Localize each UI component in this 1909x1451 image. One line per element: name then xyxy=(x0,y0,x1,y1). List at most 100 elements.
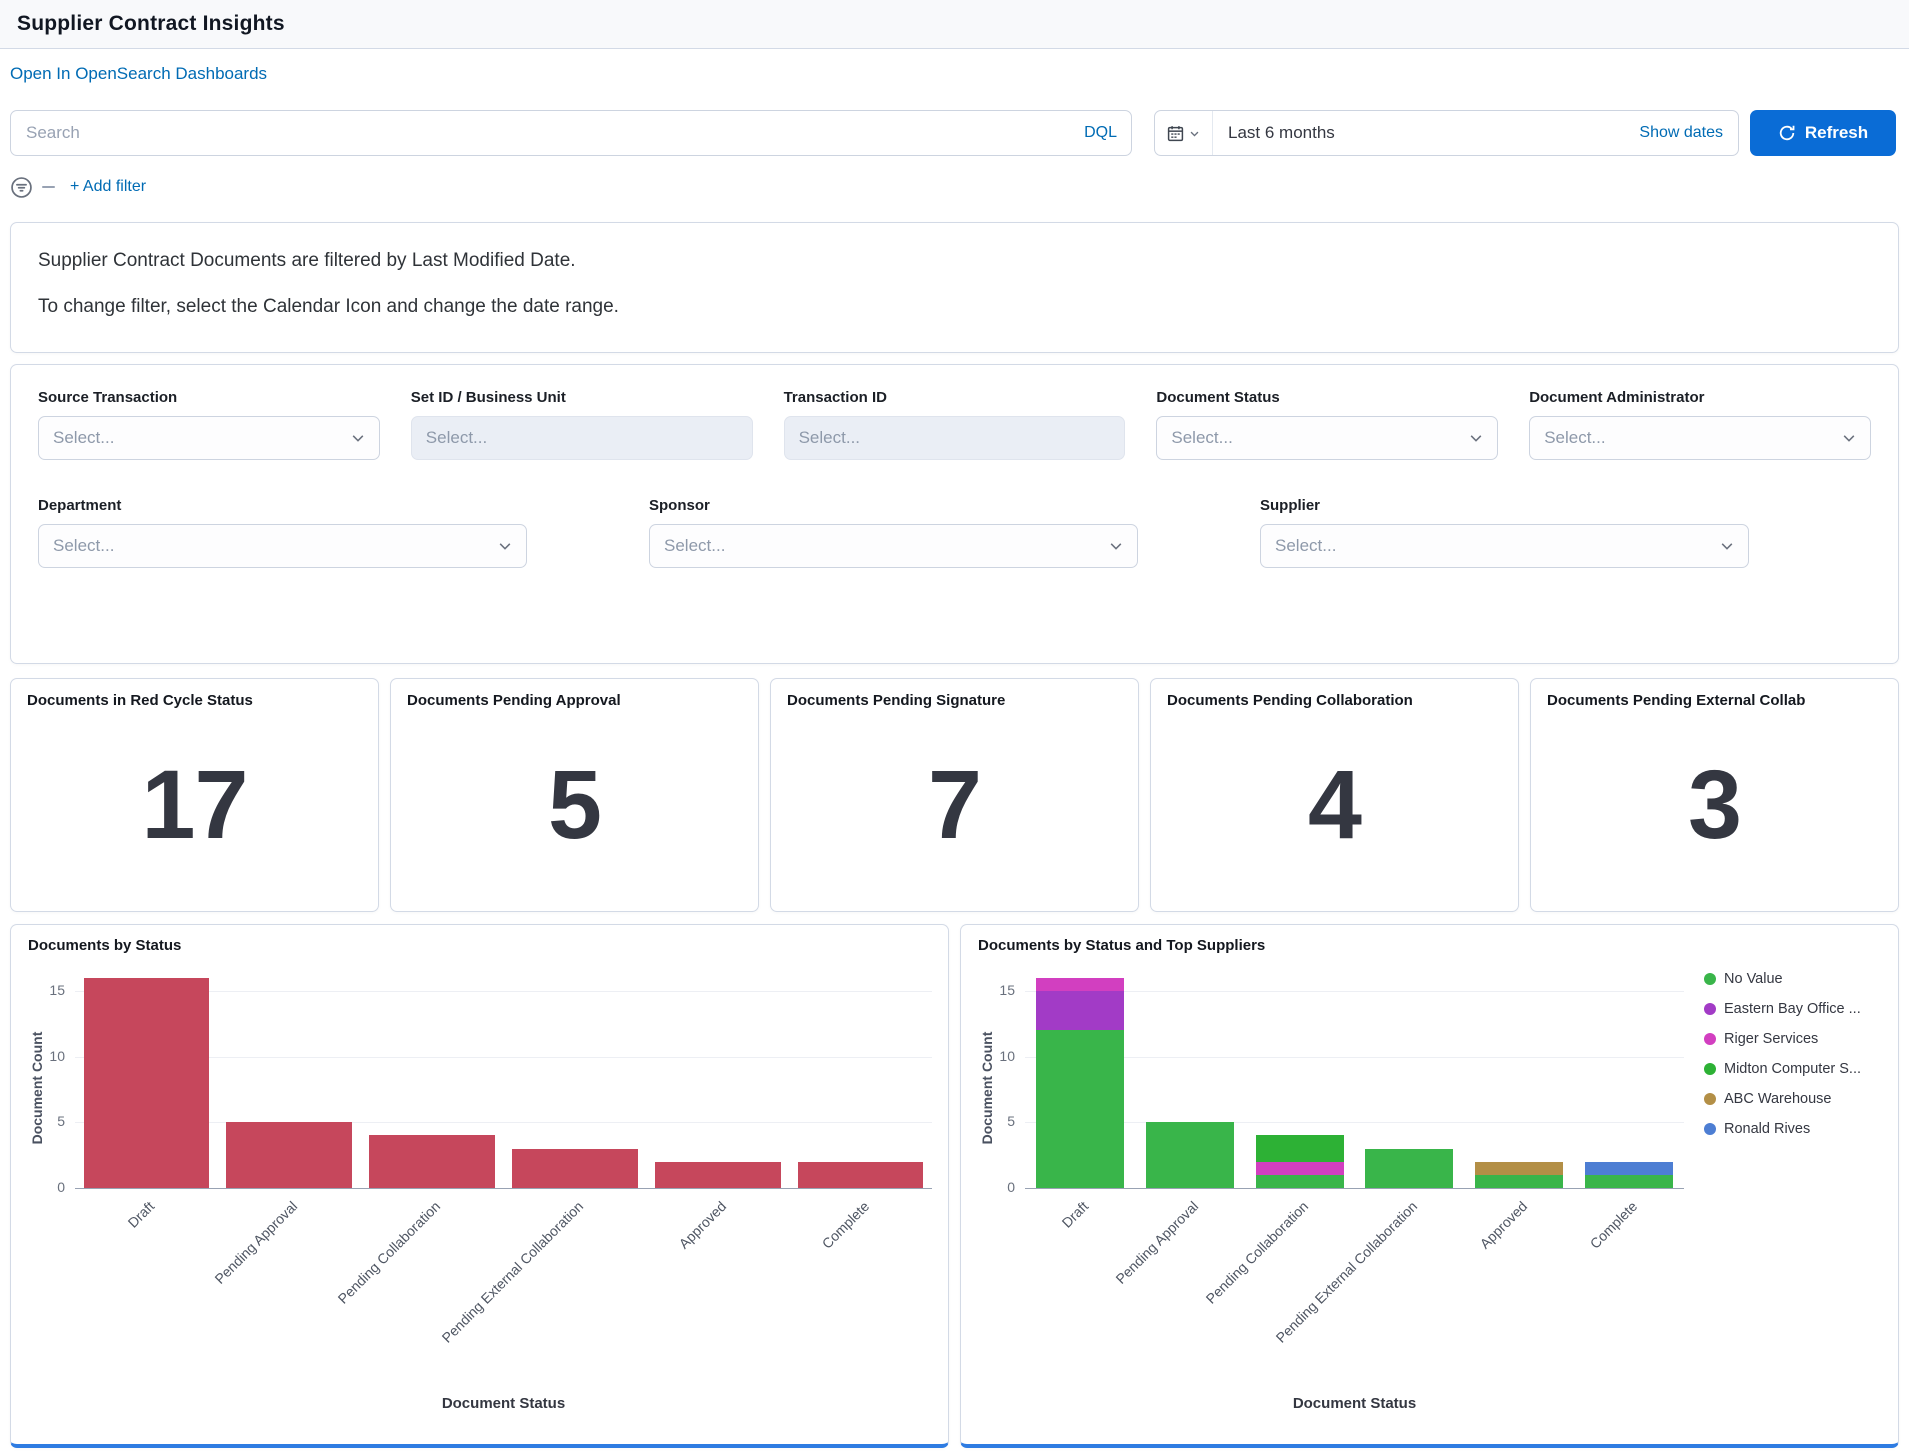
chevron-down-icon xyxy=(499,543,511,550)
metric-card-value: 4 xyxy=(1308,750,1362,859)
x-tick-label-approved: Approved xyxy=(1476,1198,1531,1252)
filter-icon[interactable] xyxy=(10,176,33,199)
bar-segment-no-value-draft[interactable] xyxy=(1035,1030,1124,1188)
setid-business-unit-input[interactable]: Select... xyxy=(410,416,753,460)
search-toolbar: DQL Last 6 months Show dates xyxy=(10,110,1899,156)
document-status-select[interactable]: Select... xyxy=(1156,416,1499,460)
legend-label: Midton Computer S... xyxy=(1724,1061,1861,1077)
bar-segment-riger-services-pending-collaboration[interactable] xyxy=(1255,1161,1344,1175)
metric-card-value: 5 xyxy=(548,750,602,859)
date-range-label[interactable]: Last 6 months xyxy=(1228,123,1335,142)
bar-segment-midton-computer-s-pending-collaboration[interactable] xyxy=(1255,1135,1344,1162)
refresh-button[interactable]: Refresh xyxy=(1750,110,1896,156)
bar-segment-riger-services-draft[interactable] xyxy=(1035,977,1124,991)
bar-pending-collaboration[interactable] xyxy=(369,1135,495,1188)
legend-item-abc-warehouse[interactable]: ABC Warehouse xyxy=(1704,1091,1831,1107)
page-header: Supplier Contract Insights xyxy=(0,0,1909,49)
y-tick-label: 0 xyxy=(1007,1179,1015,1195)
metric-card-title: Documents Pending Collaboration xyxy=(1167,692,1413,709)
bar-segment-no-value-pending-external-collaboration[interactable] xyxy=(1365,1148,1454,1188)
bar-segment-no-value-approved[interactable] xyxy=(1475,1174,1564,1188)
chevron-down-icon xyxy=(1470,435,1482,442)
metric-card-value: 17 xyxy=(141,750,249,859)
x-tick-label-complete: Complete xyxy=(1586,1198,1641,1252)
bar-segment-no-value-pending-approval[interactable] xyxy=(1145,1122,1234,1188)
metric-card-red-cycle-status: Documents in Red Cycle Status 17 xyxy=(10,678,379,912)
legend-item-ronald-rives[interactable]: Ronald Rives xyxy=(1704,1121,1810,1137)
y-axis-title: Document Count xyxy=(979,1031,995,1145)
metric-card-pending-external-collab: Documents Pending External Collab 3 xyxy=(1530,678,1899,912)
filter-supplier: Supplier Select... xyxy=(1260,497,1749,568)
filter-controls-row-1: Source Transaction Select... Set ID / Bu… xyxy=(38,389,1871,460)
show-dates-link[interactable]: Show dates xyxy=(1639,124,1723,141)
search-input[interactable] xyxy=(10,110,1132,156)
bar-draft[interactable] xyxy=(83,977,210,1188)
y-axis-title: Document Count xyxy=(29,1031,45,1145)
legend-item-riger-services[interactable]: Riger Services xyxy=(1704,1031,1818,1047)
filter-sponsor: Sponsor Select... xyxy=(649,497,1138,568)
chart-canvas-documents-by-status-and-top-suppliers: 0 5 10 15 Document Count Draft Pending Approva… xyxy=(961,925,1898,1444)
bar-segment-no-value-complete[interactable] xyxy=(1585,1174,1673,1188)
supplier-select[interactable]: Select... xyxy=(1260,524,1749,568)
notice-line-1: Supplier Contract Documents are filtered… xyxy=(38,250,576,271)
filter-controls-panel: Source Transaction Select... Set ID / Bu… xyxy=(10,364,1899,664)
add-filter-link[interactable]: + Add filter xyxy=(70,178,147,195)
combo-placeholder: Select... xyxy=(798,428,861,447)
open-in-opensearch-link[interactable]: Open In OpenSearch Dashboards xyxy=(10,64,268,83)
bar-segment-no-value-pending-collaboration[interactable] xyxy=(1255,1174,1344,1188)
sponsor-label: Sponsor xyxy=(649,497,710,514)
gridline xyxy=(1025,1056,1684,1058)
bar-pending-approval[interactable] xyxy=(226,1122,353,1188)
bar-segment-abc-warehouse-approved[interactable] xyxy=(1475,1161,1564,1175)
metric-card-pending-signature: Documents Pending Signature 7 xyxy=(770,678,1139,912)
metric-card-title: Documents in Red Cycle Status xyxy=(27,692,253,709)
legend-dot xyxy=(1704,1093,1716,1105)
dql-button[interactable]: DQL xyxy=(1084,124,1117,141)
sponsor-select[interactable]: Select... xyxy=(649,524,1138,568)
x-axis-title: Document Status xyxy=(441,1395,566,1412)
metric-cards-row: Documents in Red Cycle Status 17 Documen… xyxy=(10,678,1899,912)
filter-source-transaction: Source Transaction Select... xyxy=(38,389,380,460)
source-transaction-select[interactable]: Select... xyxy=(38,416,380,460)
bar-segment-ronald-rives-complete[interactable] xyxy=(1585,1161,1673,1175)
bar-complete[interactable] xyxy=(797,1161,924,1188)
legend-dot xyxy=(1704,1003,1716,1015)
legend-item-midton-computer-s[interactable]: Midton Computer S... xyxy=(1704,1061,1861,1077)
legend-label: No Value xyxy=(1724,971,1783,987)
x-tick-label-pending-collaboration: Pending Collaboration xyxy=(1202,1198,1311,1307)
legend-dot xyxy=(1704,973,1716,985)
select-placeholder: Select... xyxy=(1275,536,1337,555)
metric-card-title: Documents Pending Signature xyxy=(787,692,1006,709)
calendar-icon xyxy=(1167,125,1184,141)
department-label: Department xyxy=(38,497,122,514)
x-axis-line xyxy=(1025,1188,1684,1189)
legend-label: Ronald Rives xyxy=(1724,1121,1811,1137)
charts-row: Documents by Status 0 5 10 15 Document Count… xyxy=(10,924,1899,1448)
filter-setid-business-unit: Set ID / Business Unit Select... xyxy=(410,389,753,460)
page-title: Supplier Contract Insights xyxy=(17,12,285,35)
y-tick-label: 15 xyxy=(999,981,1015,998)
legend-label: ABC Warehouse xyxy=(1724,1091,1832,1107)
chevron-down-icon xyxy=(1190,131,1199,137)
legend-dot xyxy=(1704,1123,1716,1135)
date-picker: Last 6 months Show dates xyxy=(1154,110,1739,156)
transaction-id-input[interactable]: Select... xyxy=(783,416,1126,460)
document-administrator-select[interactable]: Select... xyxy=(1529,416,1871,460)
document-status-label: Document Status xyxy=(1156,389,1280,406)
filter-transaction-id: Transaction ID Select... xyxy=(783,389,1126,460)
bar-approved[interactable] xyxy=(654,1161,781,1188)
chart-documents-by-status: Documents by Status 0 5 10 15 Document Count… xyxy=(10,924,949,1448)
legend-item-no-value[interactable]: No Value xyxy=(1704,971,1783,987)
chart-title: Documents by Status and Top Suppliers xyxy=(978,937,1266,954)
legend-item-eastern-bay-office[interactable]: Eastern Bay Office ... xyxy=(1704,1001,1861,1017)
department-select[interactable]: Select... xyxy=(38,524,527,568)
y-tick-label: 5 xyxy=(1007,1113,1015,1130)
setid-business-unit-label: Set ID / Business Unit xyxy=(410,389,566,406)
gridline xyxy=(75,990,932,992)
bar-pending-external-collaboration[interactable] xyxy=(512,1148,638,1188)
bar-segment-eastern-bay-office-draft[interactable] xyxy=(1035,990,1124,1031)
source-transaction-label: Source Transaction xyxy=(38,389,178,406)
chart-documents-by-status-and-top-suppliers: Documents by Status and Top Suppliers 0 5… xyxy=(960,924,1899,1448)
calendar-button[interactable] xyxy=(1155,111,1213,155)
select-placeholder: Select... xyxy=(1171,428,1233,447)
